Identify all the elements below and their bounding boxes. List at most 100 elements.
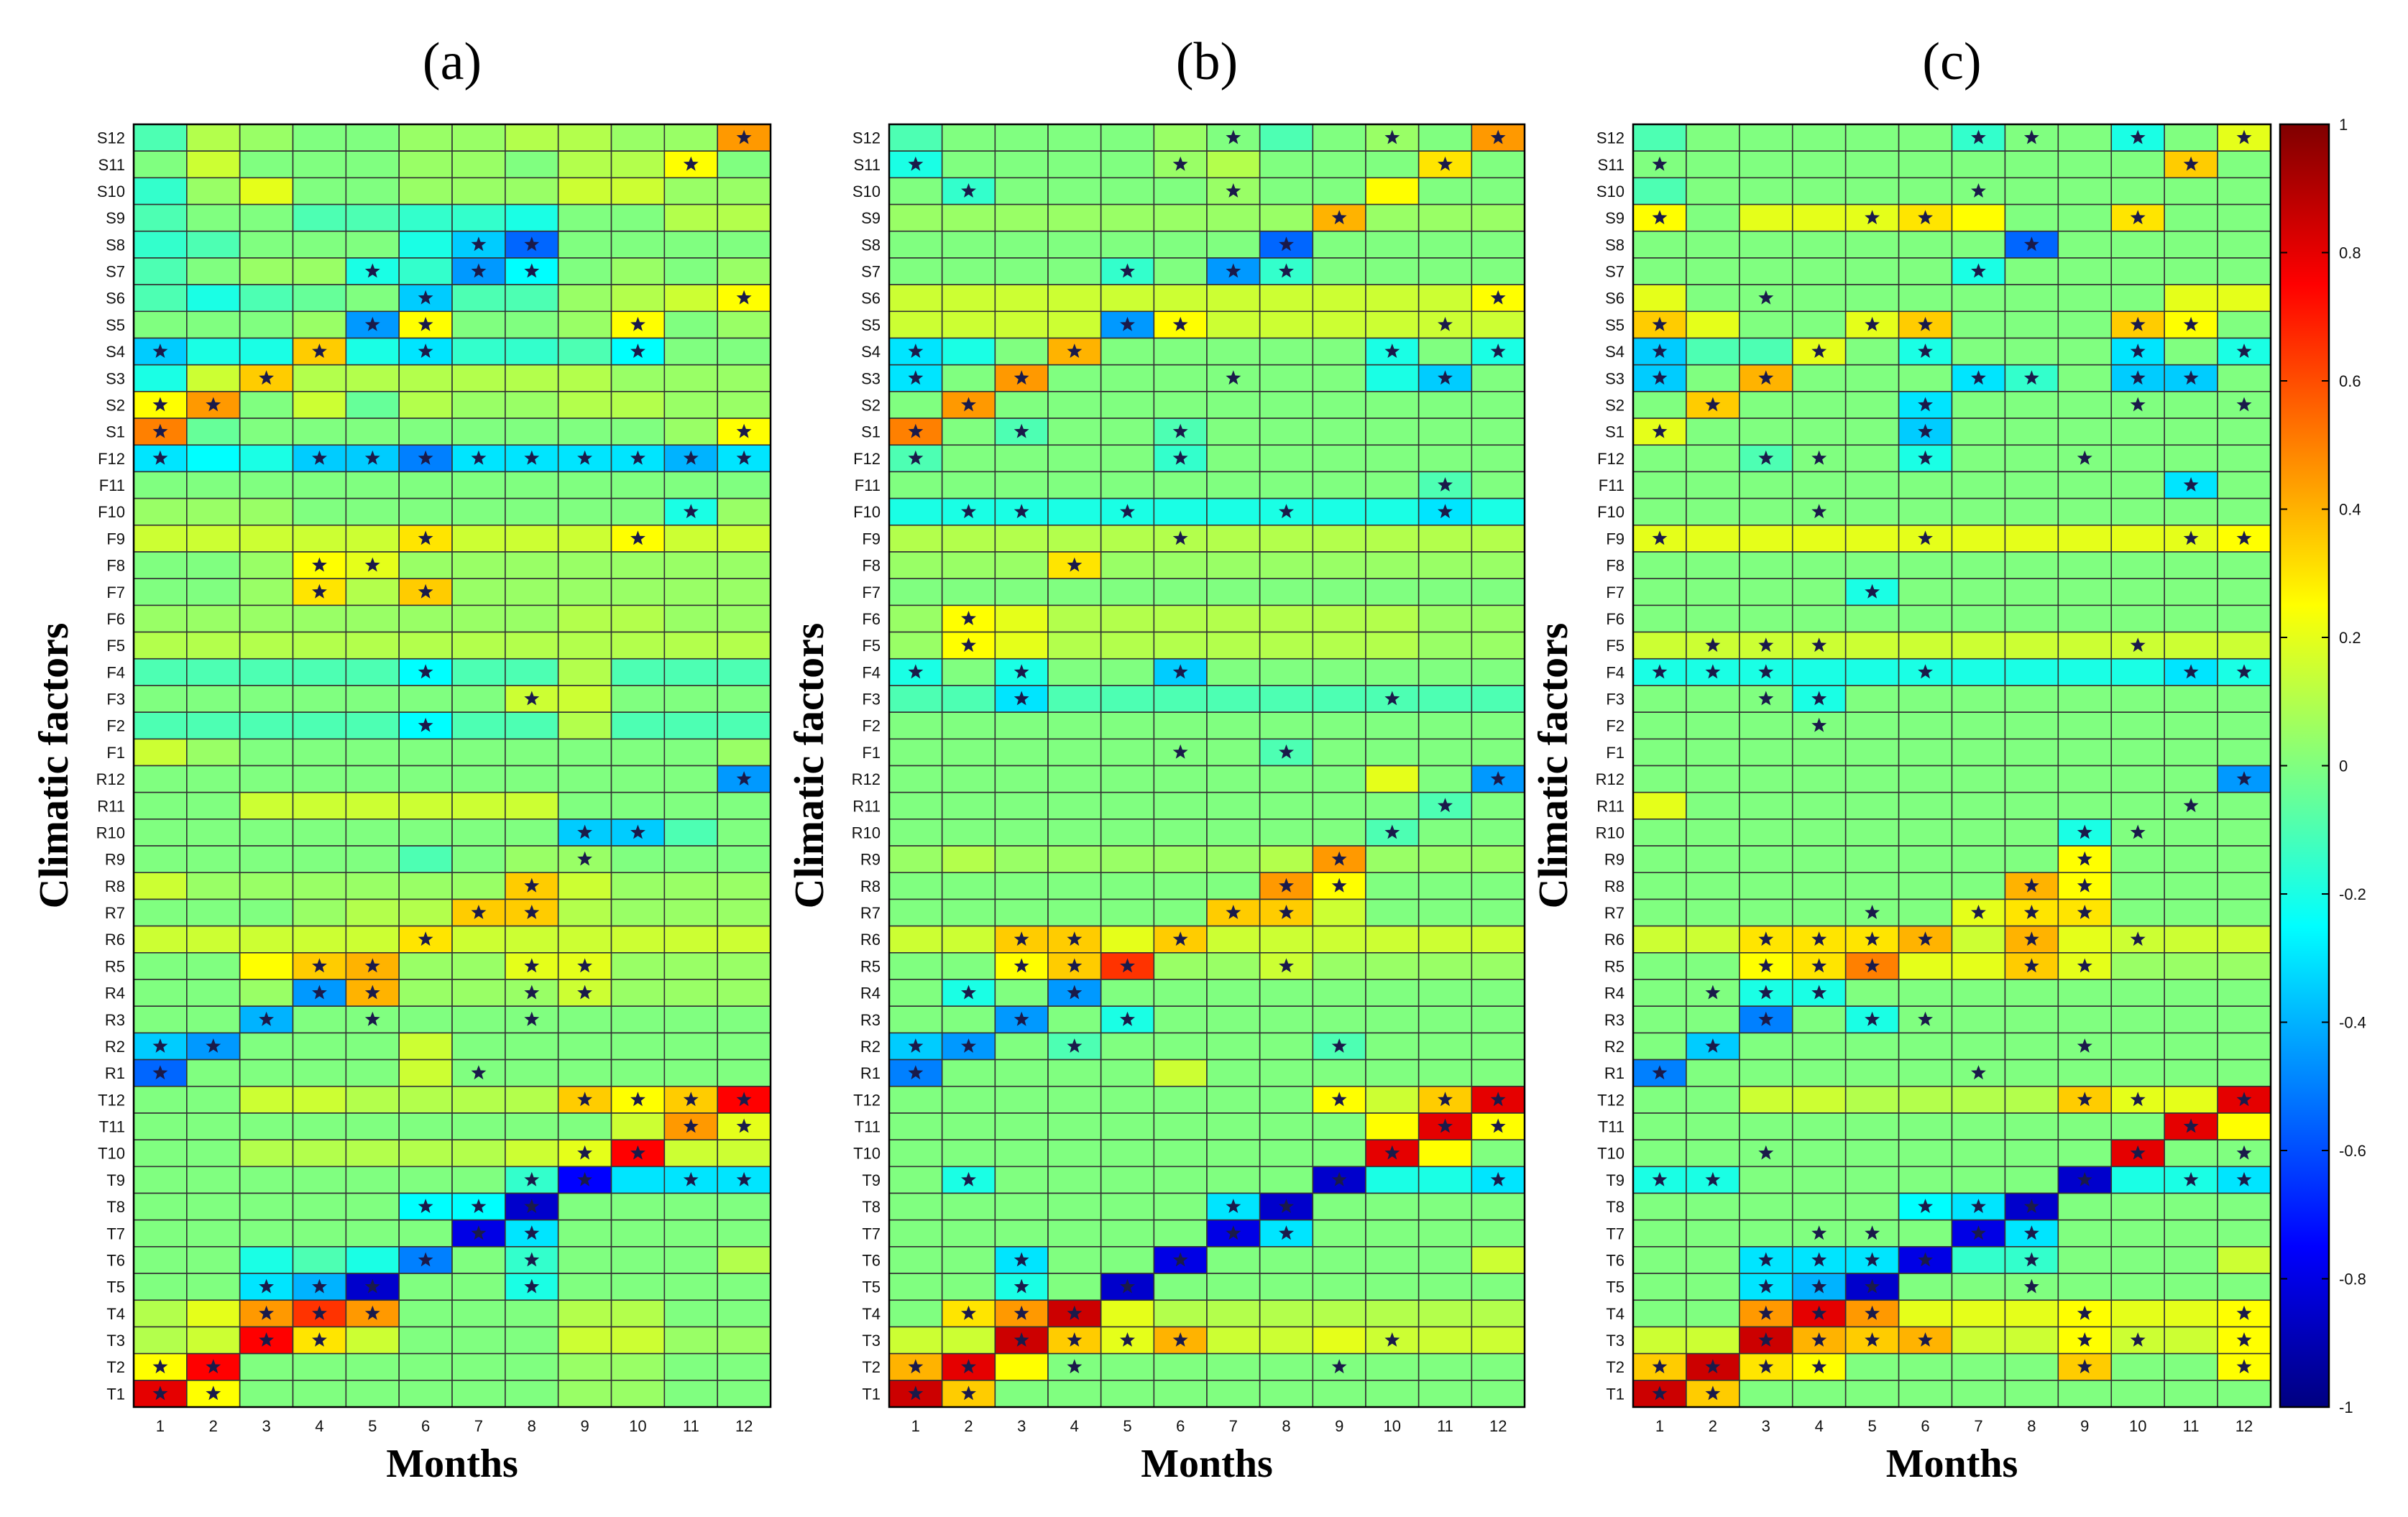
heatmap-cell xyxy=(1951,819,2006,847)
heatmap-cell xyxy=(888,872,943,900)
heatmap-cell xyxy=(1951,658,2006,686)
y-tick-label: F3 xyxy=(862,691,881,709)
heatmap-cell xyxy=(994,738,1049,767)
heatmap-cell xyxy=(1100,418,1155,446)
y-tick-label: T8 xyxy=(862,1198,881,1216)
y-tick-label: R2 xyxy=(860,1038,881,1056)
y-tick-label: R1 xyxy=(860,1064,881,1082)
heatmap-cell xyxy=(2110,1380,2165,1408)
significance-star-icon xyxy=(1865,584,1880,599)
heatmap-cell xyxy=(1206,1273,1261,1301)
heatmap-panel-3: S12S11S10S9S8S7S6S5S4S3S2S1F12F11F10F9F8… xyxy=(1530,32,2272,1486)
significance-star-icon xyxy=(1971,905,1986,919)
heatmap-cell xyxy=(663,685,718,713)
heatmap-cell xyxy=(1312,471,1366,499)
y-tick-label: R8 xyxy=(105,877,125,895)
heatmap-cell xyxy=(1047,872,1102,900)
heatmap-cell xyxy=(2217,631,2271,660)
heatmap-cell xyxy=(1632,578,1687,607)
heatmap-cell xyxy=(2004,418,2059,446)
heatmap-cell xyxy=(2164,1005,2218,1034)
heatmap-cell xyxy=(1100,685,1155,713)
heatmap-cell xyxy=(1417,124,1473,152)
heatmap-cell xyxy=(1100,845,1155,874)
heatmap-cell xyxy=(941,819,996,847)
heatmap-cell xyxy=(1686,203,1740,232)
significance-star-icon xyxy=(961,637,976,653)
heatmap-cell xyxy=(2217,364,2271,392)
heatmap-cell xyxy=(1471,150,1525,179)
heatmap-cell xyxy=(2004,337,2059,366)
significance-star-icon xyxy=(2183,156,2199,171)
heatmap-cell xyxy=(941,925,996,954)
heatmap-cell xyxy=(1898,177,1953,206)
significance-star-icon xyxy=(364,263,380,278)
heatmap-cell xyxy=(1100,791,1155,820)
heatmap-cell xyxy=(1312,604,1366,633)
significance-star-icon xyxy=(418,450,433,465)
heatmap-cell xyxy=(239,578,294,607)
heatmap-cell xyxy=(133,124,188,152)
significance-star-icon xyxy=(471,263,487,278)
heatmap-cell xyxy=(1739,150,1793,179)
heatmap-cell xyxy=(133,1112,188,1140)
heatmap-cell xyxy=(398,685,453,713)
heatmap-cell xyxy=(557,1059,612,1087)
heatmap-cell xyxy=(2057,203,2113,232)
significance-star-icon xyxy=(1438,798,1453,813)
significance-star-icon xyxy=(1865,958,1880,973)
significance-star-icon xyxy=(1758,370,1774,385)
colorbar-tick-label: 0.2 xyxy=(2339,629,2361,647)
heatmap-cell xyxy=(1100,1352,1155,1381)
heatmap-cell xyxy=(2057,551,2113,579)
heatmap-cell xyxy=(345,150,400,179)
y-tick-label: F4 xyxy=(862,663,881,681)
significance-star-icon xyxy=(1384,1332,1400,1347)
heatmap-cell xyxy=(1739,1032,1793,1061)
heatmap-cell xyxy=(1686,578,1740,607)
significance-star-icon xyxy=(1865,1332,1880,1347)
significance-star-icon xyxy=(1652,530,1668,545)
y-tick-label: S4 xyxy=(1605,343,1625,361)
heatmap-cell xyxy=(186,203,241,232)
heatmap-cell xyxy=(557,658,612,686)
heatmap-cell xyxy=(1632,551,1687,579)
y-tick-label: S11 xyxy=(853,156,881,174)
heatmap-cell xyxy=(663,551,718,579)
heatmap-cell xyxy=(941,551,996,579)
significance-star-icon xyxy=(524,1225,540,1240)
significance-star-icon xyxy=(2077,1332,2092,1347)
heatmap-cell xyxy=(941,1059,996,1087)
y-tick-label: R10 xyxy=(96,824,125,842)
heatmap-cell xyxy=(663,658,718,686)
heatmap-cell xyxy=(1898,284,1953,313)
heatmap-cell xyxy=(2164,284,2218,313)
heatmap-cell xyxy=(1047,1192,1102,1221)
heatmap-cell xyxy=(1686,1112,1740,1140)
y-tick-label: T8 xyxy=(1606,1198,1625,1216)
heatmap-cell xyxy=(1047,257,1102,285)
heatmap-cell xyxy=(2217,310,2271,339)
heatmap-cell xyxy=(398,391,453,419)
significance-star-icon xyxy=(2130,637,2146,653)
heatmap-cell xyxy=(1791,1032,1847,1061)
heatmap-cell xyxy=(610,1219,666,1248)
heatmap-cell xyxy=(1844,711,1900,740)
significance-star-icon xyxy=(1811,504,1827,519)
y-tick-label: R1 xyxy=(1604,1064,1625,1082)
heatmap-cell xyxy=(345,1085,400,1114)
significance-star-icon xyxy=(1014,1278,1029,1294)
heatmap-cell xyxy=(1739,124,1793,152)
significance-star-icon xyxy=(961,397,976,412)
heatmap-cell xyxy=(133,1192,188,1221)
heatmap-cell xyxy=(1417,578,1473,607)
heatmap-cell xyxy=(994,765,1049,793)
y-tick-label: F11 xyxy=(855,476,881,494)
heatmap-cell xyxy=(994,1112,1049,1140)
heatmap-cell xyxy=(1100,658,1155,686)
significance-star-icon xyxy=(312,450,327,465)
heatmap-cell xyxy=(292,1059,347,1087)
heatmap-cell xyxy=(2004,1352,2059,1381)
heatmap-cell xyxy=(451,284,506,313)
significance-star-icon xyxy=(1172,423,1188,438)
